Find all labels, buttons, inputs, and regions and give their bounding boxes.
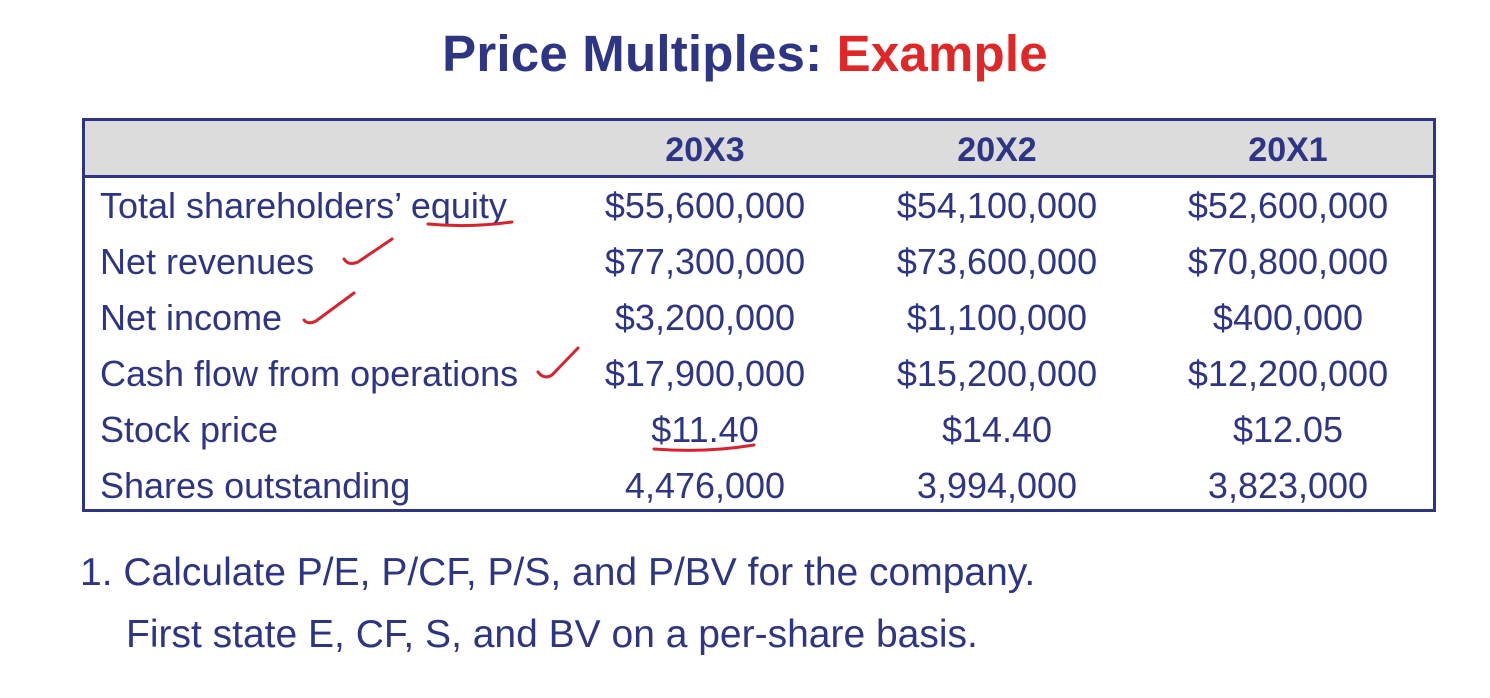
table-cell: 4,476,000 — [624, 465, 786, 506]
column-header-20x1: 20X1 — [1248, 131, 1328, 169]
financial-data-table: 20X3 20X2 20X1 Total shareholders’ equit… — [82, 118, 1436, 512]
table-row-shares-outstanding: Shares outstanding 4,476,000 3,994,000 3… — [85, 458, 1433, 514]
row-label: Net income — [100, 297, 283, 338]
table-cell: $17,900,000 — [604, 353, 806, 394]
table-cell: $77,300,000 — [604, 241, 806, 282]
table-cell: $55,600,000 — [604, 185, 806, 226]
table-cell: $11.40 — [651, 409, 759, 450]
table-cell: $15,200,000 — [896, 353, 1098, 394]
title-main: Price Multiples: — [442, 25, 837, 82]
row-label: Cash flow from operations — [100, 353, 519, 394]
table-cell: 3,823,000 — [1207, 465, 1369, 506]
row-label: Shares outstanding — [100, 465, 411, 506]
table-row-equity: Total shareholders’ equity $55,600,000 $… — [85, 178, 1433, 234]
exercise-question: 1. Calculate P/E, P/CF, P/S, and P/BV fo… — [80, 548, 1036, 656]
table-cell: $400,000 — [1212, 297, 1364, 338]
column-header-20x3: 20X3 — [665, 131, 745, 169]
table-row-stock-price: Stock price $11.40 $14.40 $12.05 — [85, 402, 1433, 458]
title-accent: Example — [836, 25, 1048, 82]
table-cell: $1,100,000 — [906, 297, 1088, 338]
table-cell: $12,200,000 — [1187, 353, 1389, 394]
table-cell: $3,200,000 — [614, 297, 796, 338]
table-cell: $70,800,000 — [1187, 241, 1389, 282]
question-line-1: 1. Calculate P/E, P/CF, P/S, and P/BV fo… — [80, 551, 1036, 594]
row-label: Net revenues — [100, 241, 315, 282]
question-line-2: First state E, CF, S, and BV on a per-sh… — [126, 613, 978, 656]
table-row-revenues: Net revenues $77,300,000 $73,600,000 $70… — [85, 234, 1433, 290]
table-cell: $14.40 — [941, 409, 1053, 450]
table-header-row: 20X3 20X2 20X1 — [85, 121, 1433, 178]
table-cell: $52,600,000 — [1187, 185, 1389, 226]
slide-title: Price Multiples: Example — [0, 24, 1490, 84]
column-header-20x2: 20X2 — [957, 131, 1037, 169]
row-label: Stock price — [100, 409, 279, 450]
row-label: Total shareholders’ equity — [100, 185, 507, 226]
table-row-cash-flow: Cash flow from operations $17,900,000 $1… — [85, 346, 1433, 402]
table-row-net-income: Net income $3,200,000 $1,100,000 $400,00… — [85, 290, 1433, 346]
table-cell: $12.05 — [1232, 409, 1344, 450]
table-cell: 3,994,000 — [916, 465, 1078, 506]
table-cell: $73,600,000 — [896, 241, 1098, 282]
table-cell: $54,100,000 — [896, 185, 1098, 226]
